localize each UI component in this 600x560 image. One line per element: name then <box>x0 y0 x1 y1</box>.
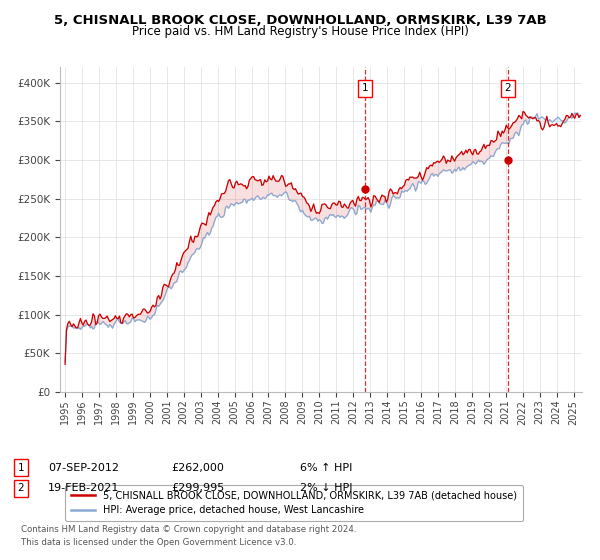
Text: 1: 1 <box>17 463 25 473</box>
Text: 07-SEP-2012: 07-SEP-2012 <box>48 463 119 473</box>
Text: 1: 1 <box>362 83 368 94</box>
Text: 5, CHISNALL BROOK CLOSE, DOWNHOLLAND, ORMSKIRK, L39 7AB: 5, CHISNALL BROOK CLOSE, DOWNHOLLAND, OR… <box>53 14 547 27</box>
Text: Contains HM Land Registry data © Crown copyright and database right 2024.: Contains HM Land Registry data © Crown c… <box>21 525 356 534</box>
Text: Price paid vs. HM Land Registry's House Price Index (HPI): Price paid vs. HM Land Registry's House … <box>131 25 469 38</box>
Text: 2% ↓ HPI: 2% ↓ HPI <box>300 483 353 493</box>
Text: 6% ↑ HPI: 6% ↑ HPI <box>300 463 352 473</box>
Legend: 5, CHISNALL BROOK CLOSE, DOWNHOLLAND, ORMSKIRK, L39 7AB (detached house), HPI: A: 5, CHISNALL BROOK CLOSE, DOWNHOLLAND, OR… <box>65 484 523 521</box>
Text: £299,995: £299,995 <box>171 483 224 493</box>
Text: 2: 2 <box>505 83 511 94</box>
Text: 2: 2 <box>17 483 25 493</box>
Text: 19-FEB-2021: 19-FEB-2021 <box>48 483 119 493</box>
Text: £262,000: £262,000 <box>171 463 224 473</box>
Text: This data is licensed under the Open Government Licence v3.0.: This data is licensed under the Open Gov… <box>21 538 296 547</box>
